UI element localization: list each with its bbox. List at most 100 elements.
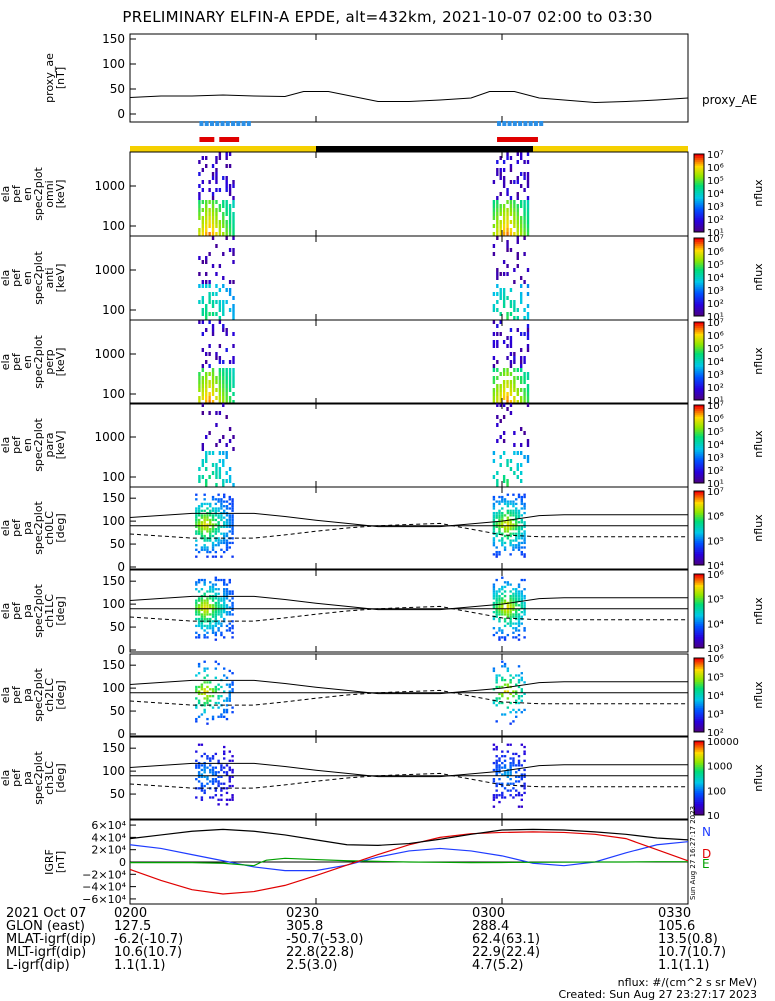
spec-perp-pixel	[523, 372, 526, 376]
spec-para-colorbar-segment	[694, 430, 704, 433]
pa-ch1LC-pixel	[211, 620, 215, 623]
pa-ch0LC-pixel	[206, 539, 209, 542]
pa-ch1LC-pixel	[495, 613, 498, 616]
pa-ch1LC-pixel	[206, 606, 209, 609]
pa-ch0LC-pixel	[211, 516, 215, 519]
pa-ch3LC-pixel	[520, 775, 523, 778]
pa-ch2LC-pixel	[200, 688, 204, 691]
spec-anti-pixel	[232, 312, 235, 316]
pa-ch0LC-pixel	[217, 541, 220, 545]
fgm-bar	[219, 137, 240, 142]
pa-ch2LC-pixel	[498, 674, 501, 677]
pa-ch0LC-colorbar-segment	[694, 526, 704, 529]
pa-ch0LC-pixel	[512, 518, 515, 522]
pa-ch0LC-pixel	[498, 550, 501, 554]
pa-ch3LC-pixel	[223, 766, 226, 769]
pa-ch1LC-pixel	[200, 606, 204, 609]
pa-ch1LC-pixel	[515, 604, 518, 607]
spec-para-pixel	[506, 483, 509, 487]
pa-ch2LC-pixel	[200, 685, 204, 689]
spec-para-pixel	[502, 431, 506, 435]
pa-ch0LC-pixel	[195, 516, 198, 519]
spec-omni-pixel	[198, 200, 201, 204]
pa-ch2LC-colorbar-segment	[694, 713, 704, 716]
spec-para-pixel	[218, 451, 222, 455]
pa-ch0LC-pixel	[209, 550, 212, 554]
pa-ch0LC-pixel	[495, 555, 498, 558]
spec-perp-pixel	[492, 396, 496, 400]
pa-ch1LC-pixel	[195, 601, 198, 605]
pa-ch2LC-colorbar-segment	[694, 702, 704, 705]
spec-perp-pixel	[509, 388, 513, 392]
pa-ch3LC-pixel	[495, 773, 498, 776]
spec-omni-pixel	[519, 156, 523, 160]
pa-ch1LC-pixel	[506, 608, 510, 611]
igrf-ytick: 6×10⁴	[91, 819, 126, 832]
pa-ch0LC-pixel	[223, 500, 226, 503]
pa-ch3LC-colorbar-segment	[694, 807, 704, 810]
spec-para-pixel	[211, 463, 215, 467]
spec-para-pixel	[499, 463, 502, 467]
pa-ch0LC-pixel	[515, 539, 518, 542]
spec-omni-pixel	[225, 228, 228, 232]
pa-ch1LC-colorbar-segment	[694, 627, 704, 630]
pa-ch2LC-pixel	[495, 720, 498, 723]
pa-ch1LC-pixel	[503, 611, 507, 614]
pa-ch2LC-colorbar-tick: 10⁶	[707, 654, 724, 665]
pa-ch1LC-pixel	[206, 611, 209, 614]
pa-ch0LC-pixel	[203, 516, 206, 519]
pa-ch1LC-pixel	[520, 592, 523, 595]
pa-ch1LC-pixel	[200, 588, 204, 591]
spec-para-colorbar-tick: 10⁶	[707, 414, 724, 425]
pa-ch2LC-pixel	[195, 706, 198, 709]
spec-perp-pixel	[198, 396, 201, 400]
pa-ch1LC-pixel	[512, 631, 515, 634]
spec-perp-pixel	[526, 372, 530, 376]
pa-ch2LC-pixel	[214, 685, 218, 689]
pa-ch2LC-pixel	[206, 695, 209, 698]
pa-ch1LC-pixel	[211, 631, 215, 634]
pa-ch0LC-pixel	[515, 502, 518, 506]
pa-ch0LC-pixel	[223, 539, 226, 542]
spec-omni-pixel	[205, 228, 208, 232]
pa-ch1LC-pixel	[512, 608, 515, 611]
pa-ch3LC-colorbar-label: nflux	[752, 764, 765, 792]
pa-ch1LC-pixel	[492, 597, 496, 600]
pa-ch0LC-pixel	[211, 546, 215, 549]
pa-ch2LC-pixel	[228, 692, 231, 695]
pa-ch0LC-pixel	[509, 509, 512, 512]
spec-anti-colorbar-segment	[694, 312, 704, 315]
pa-ch1LC-pixel	[217, 599, 220, 602]
spec-anti-pixel	[208, 292, 211, 296]
pa-ch1LC-colorbar-segment	[694, 588, 704, 592]
pa-ch3LC-colorbar-segment	[694, 757, 704, 760]
pa-ch0LC-pixel	[492, 541, 496, 545]
pa-ch1LC-pixel	[203, 599, 206, 602]
spec-omni-pixel	[492, 200, 496, 204]
spec-omni-pixel	[225, 232, 228, 236]
spec-anti-pixel	[513, 316, 516, 320]
spec-anti-pixel	[492, 304, 496, 308]
pa-ch0LC-pixel	[231, 509, 234, 512]
spec-omni-pixel	[211, 216, 215, 220]
spec-anti-pixel	[211, 236, 215, 240]
pa-ch1LC-colorbar-label: nflux	[752, 597, 765, 625]
spec-anti-colorbar-segment	[694, 259, 704, 262]
spec-para-pixel	[232, 435, 235, 439]
spec-perp-colorbar-segment	[694, 366, 704, 370]
spec-perp-pixel	[218, 388, 222, 392]
ylabel-line: ch3LC	[43, 761, 56, 795]
pa-ch1LC-pixel	[197, 622, 201, 625]
pa-ch0LC-colorbar-segment	[694, 511, 704, 514]
pa-ch2LC-pixel	[217, 688, 220, 691]
pa-ch3LC-pixel	[209, 757, 212, 760]
spec-anti-colorbar-segment	[694, 269, 704, 272]
pa-ch2LC-pixel	[228, 683, 231, 686]
pa-ch0LC-pixel	[517, 534, 521, 538]
pa-ch2LC-colorbar-segment	[694, 715, 704, 718]
pa-ch1LC-pixel	[223, 583, 226, 586]
spec-omni-colorbar-segment	[694, 161, 704, 165]
pa-ch0LC-frame	[129, 486, 689, 570]
pa-ch0LC-colorbar-segment	[694, 522, 704, 525]
pa-ch1LC-pixel	[203, 592, 206, 595]
